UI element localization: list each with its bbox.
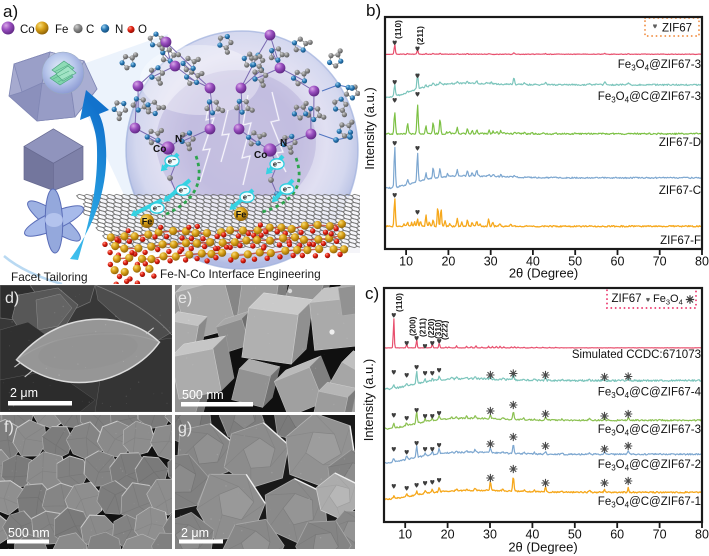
svg-text:b): b)	[366, 1, 381, 20]
svg-text:Fe3O4@C@ZIF67-3: Fe3O4@C@ZIF67-3	[598, 424, 701, 438]
svg-text:g): g)	[178, 420, 192, 437]
svg-text:O: O	[138, 24, 147, 36]
svg-text:Fe: Fe	[236, 210, 247, 220]
svg-text:Fe: Fe	[55, 24, 68, 36]
svg-text:Facet Tailoring: Facet Tailoring	[11, 270, 88, 284]
svg-text:Co: Co	[254, 150, 267, 161]
svg-text:60: 60	[610, 528, 624, 542]
svg-text:(220): (220)	[426, 318, 436, 338]
svg-text:e): e)	[178, 290, 192, 307]
svg-text:2θ (Degree): 2θ (Degree)	[509, 266, 578, 281]
svg-text:(222): (222)	[440, 320, 450, 340]
svg-text:ZIF67-D: ZIF67-D	[659, 137, 701, 149]
svg-text:10: 10	[399, 255, 413, 269]
svg-text:20: 20	[441, 528, 455, 542]
svg-text:c): c)	[365, 284, 379, 303]
svg-text:ZIF67: ZIF67	[612, 293, 642, 305]
svg-text:500 nm: 500 nm	[182, 388, 224, 402]
svg-text:N: N	[175, 134, 182, 145]
svg-text:ZIF67-C: ZIF67-C	[659, 185, 701, 197]
svg-text:Simulated CCDC:671073: Simulated CCDC:671073	[572, 349, 701, 361]
svg-text:Fe3O4@C@ZIF67-3: Fe3O4@C@ZIF67-3	[598, 91, 701, 105]
svg-text:60: 60	[611, 255, 625, 269]
svg-text:d): d)	[5, 290, 19, 307]
svg-text:Fe3O4@C@ZIF67-4: Fe3O4@C@ZIF67-4	[598, 387, 702, 401]
svg-text:e⁻: e⁻	[179, 186, 187, 195]
svg-text:Intensity (a.u.): Intensity (a.u.)	[361, 359, 376, 441]
svg-text:2 μm: 2 μm	[10, 386, 38, 400]
svg-text:(211): (211)	[418, 318, 428, 337]
svg-text:a): a)	[3, 2, 18, 21]
svg-text:Co: Co	[20, 24, 35, 36]
svg-text:2 μm: 2 μm	[181, 526, 209, 540]
svg-text:20: 20	[441, 255, 455, 269]
svg-text:Fe: Fe	[142, 217, 153, 227]
svg-text:f): f)	[4, 419, 14, 436]
svg-text:Co: Co	[153, 144, 166, 155]
svg-text:e⁻: e⁻	[168, 157, 176, 166]
svg-text:30: 30	[483, 528, 497, 542]
svg-text:70: 70	[653, 528, 667, 542]
svg-text:50: 50	[568, 528, 582, 542]
svg-text:40: 40	[525, 528, 539, 542]
svg-text:80: 80	[695, 528, 709, 542]
svg-text:Fe3O4: Fe3O4	[653, 293, 683, 307]
svg-text:2θ (Degree): 2θ (Degree)	[508, 540, 577, 555]
svg-text:C: C	[86, 24, 94, 36]
svg-text:e⁻: e⁻	[273, 160, 281, 169]
svg-text:500 nm: 500 nm	[8, 526, 50, 540]
svg-text:e⁻: e⁻	[153, 204, 161, 213]
svg-text:30: 30	[484, 255, 498, 269]
svg-text:70: 70	[653, 255, 667, 269]
svg-text:Intensity (a.u.): Intensity (a.u.)	[362, 87, 377, 169]
svg-text:e⁻: e⁻	[283, 185, 291, 194]
svg-text:(110): (110)	[393, 20, 403, 39]
svg-text:(200): (200)	[408, 316, 418, 336]
svg-text:40: 40	[526, 255, 540, 269]
svg-text:80: 80	[695, 255, 709, 269]
svg-text:(310): (310)	[433, 319, 443, 339]
svg-text:Fe3O4@C@ZIF67-2: Fe3O4@C@ZIF67-2	[598, 459, 701, 473]
svg-text:Fe3O4@ZIF67-3: Fe3O4@ZIF67-3	[618, 59, 701, 73]
svg-text:Fe3O4@C@ZIF67-1: Fe3O4@C@ZIF67-1	[598, 496, 701, 510]
svg-text:ZIF67: ZIF67	[662, 23, 692, 35]
svg-text:N: N	[280, 138, 287, 149]
svg-text:10: 10	[398, 528, 412, 542]
svg-text:Fe-N-Co Interface Engineering: Fe-N-Co Interface Engineering	[160, 267, 321, 281]
svg-text:50: 50	[568, 255, 582, 269]
svg-text:e⁻: e⁻	[243, 193, 251, 202]
svg-text:(110): (110)	[394, 293, 404, 312]
svg-text:(211): (211)	[415, 26, 425, 45]
svg-text:ZIF67-F: ZIF67-F	[660, 235, 701, 247]
svg-text:N: N	[115, 24, 123, 36]
